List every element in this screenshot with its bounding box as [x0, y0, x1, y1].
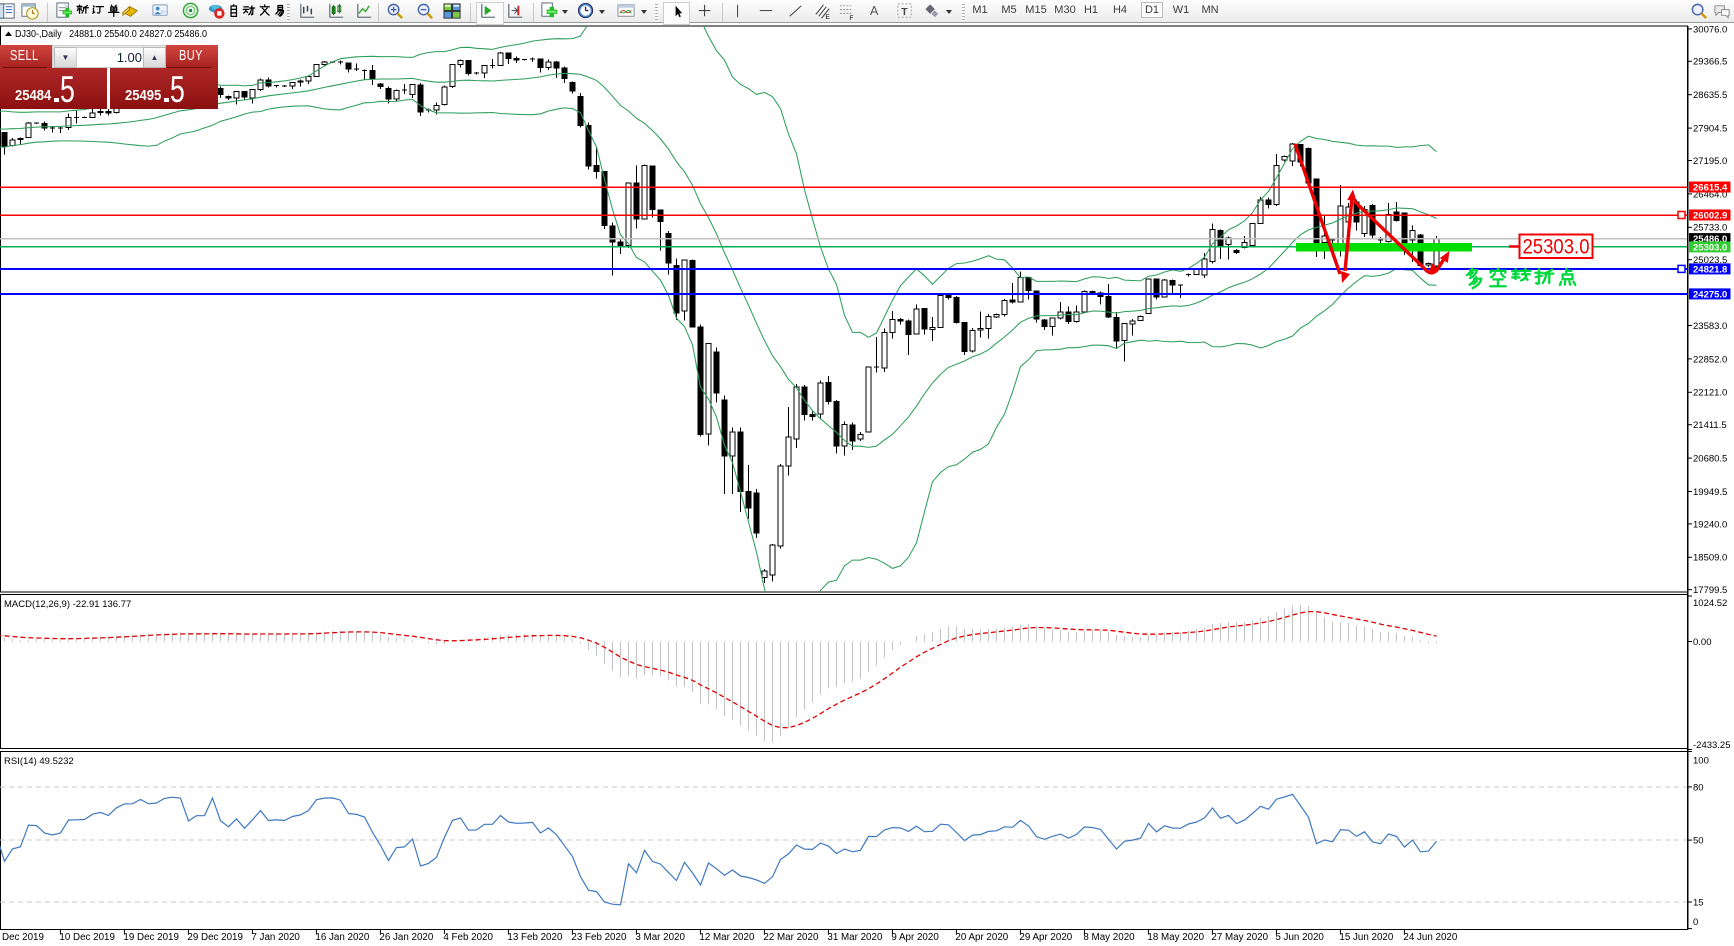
svg-text:0.00: 0.00: [1693, 637, 1712, 648]
svg-text:9 Apr 2020: 9 Apr 2020: [891, 932, 939, 943]
svg-text:25733.0: 25733.0: [1693, 223, 1727, 234]
svg-text:7 Jan 2020: 7 Jan 2020: [251, 932, 300, 943]
svg-text:15 Jun 2020: 15 Jun 2020: [1339, 932, 1393, 943]
svg-text:29 Dec 2019: 29 Dec 2019: [187, 932, 243, 943]
svg-text:22852.0: 22852.0: [1693, 354, 1727, 365]
svg-text:F: F: [849, 15, 853, 21]
svg-text:0: 0: [1693, 917, 1698, 928]
svg-text:27 May 2020: 27 May 2020: [1211, 932, 1268, 943]
svg-text:30076.0: 30076.0: [1693, 24, 1727, 35]
svg-text:21411.5: 21411.5: [1693, 420, 1727, 431]
svg-text:25486.0: 25486.0: [1693, 234, 1727, 245]
svg-text:26464.0: 26464.0: [1693, 189, 1727, 200]
svg-text:19240.0: 19240.0: [1693, 519, 1727, 530]
svg-text:50: 50: [1693, 836, 1704, 847]
svg-text:20 Apr 2020: 20 Apr 2020: [955, 932, 1008, 943]
svg-text:22 Mar 2020: 22 Mar 2020: [763, 932, 819, 943]
svg-text:Dec 2019: Dec 2019: [2, 932, 44, 943]
svg-text:4 Feb 2020: 4 Feb 2020: [443, 932, 493, 943]
svg-text:20680.5: 20680.5: [1693, 454, 1727, 465]
svg-text:15: 15: [1693, 897, 1704, 908]
svg-text:80: 80: [1693, 782, 1704, 793]
svg-text:E: E: [825, 14, 830, 21]
svg-text:RSI(14) 49.5232: RSI(14) 49.5232: [4, 756, 74, 767]
svg-text:8 May 2020: 8 May 2020: [1083, 932, 1135, 943]
svg-text:19949.5: 19949.5: [1693, 487, 1727, 498]
svg-text:29366.5: 29366.5: [1693, 57, 1727, 68]
svg-text:25303.0: 25303.0: [1523, 235, 1590, 259]
svg-text:10 Dec 2019: 10 Dec 2019: [59, 932, 115, 943]
svg-text:100: 100: [1693, 755, 1709, 766]
svg-text:22121.0: 22121.0: [1693, 388, 1727, 399]
svg-text:26 Jan 2020: 26 Jan 2020: [379, 932, 433, 943]
svg-text:18 May 2020: 18 May 2020: [1147, 932, 1204, 943]
svg-text:1024.52: 1024.52: [1693, 598, 1727, 609]
svg-text:5 Jun 2020: 5 Jun 2020: [1275, 932, 1324, 943]
svg-text:24 Jun 2020: 24 Jun 2020: [1403, 932, 1457, 943]
svg-text:25023.5: 25023.5: [1693, 255, 1727, 266]
svg-text:26615.4: 26615.4: [1693, 183, 1728, 194]
svg-text:26002.9: 26002.9: [1693, 211, 1727, 222]
svg-text:31 Mar 2020: 31 Mar 2020: [827, 932, 883, 943]
svg-text:T: T: [901, 7, 908, 18]
svg-text:-2433.25: -2433.25: [1693, 740, 1731, 751]
svg-text:24275.0: 24275.0: [1693, 289, 1727, 300]
svg-text:DJ30-,Daily 24881.0 25540.0: DJ30-,Daily 24881.0 25540.0 24827.0 2548…: [15, 29, 207, 40]
svg-text:29 Apr 2020: 29 Apr 2020: [1019, 932, 1072, 943]
svg-text:23 Feb 2020: 23 Feb 2020: [571, 932, 627, 943]
svg-text:27904.5: 27904.5: [1693, 124, 1727, 135]
svg-text:19 Dec 2019: 19 Dec 2019: [123, 932, 179, 943]
svg-text:3 Mar 2020: 3 Mar 2020: [635, 932, 685, 943]
svg-text:17799.5: 17799.5: [1693, 585, 1727, 596]
svg-text:23583.0: 23583.0: [1693, 321, 1727, 332]
svg-text:MACD(12,26,9) -22.91 136.77: MACD(12,26,9) -22.91 136.77: [4, 599, 131, 610]
svg-text:18509.0: 18509.0: [1693, 553, 1727, 564]
svg-text:25303.0: 25303.0: [1693, 242, 1727, 253]
svg-text:12 Mar 2020: 12 Mar 2020: [699, 932, 755, 943]
svg-text:13 Feb 2020: 13 Feb 2020: [507, 932, 563, 943]
svg-text:28635.5: 28635.5: [1693, 90, 1727, 101]
svg-text:16 Jan 2020: 16 Jan 2020: [315, 932, 369, 943]
svg-text:24821.8: 24821.8: [1693, 264, 1727, 275]
svg-text:27195.0: 27195.0: [1693, 156, 1727, 167]
